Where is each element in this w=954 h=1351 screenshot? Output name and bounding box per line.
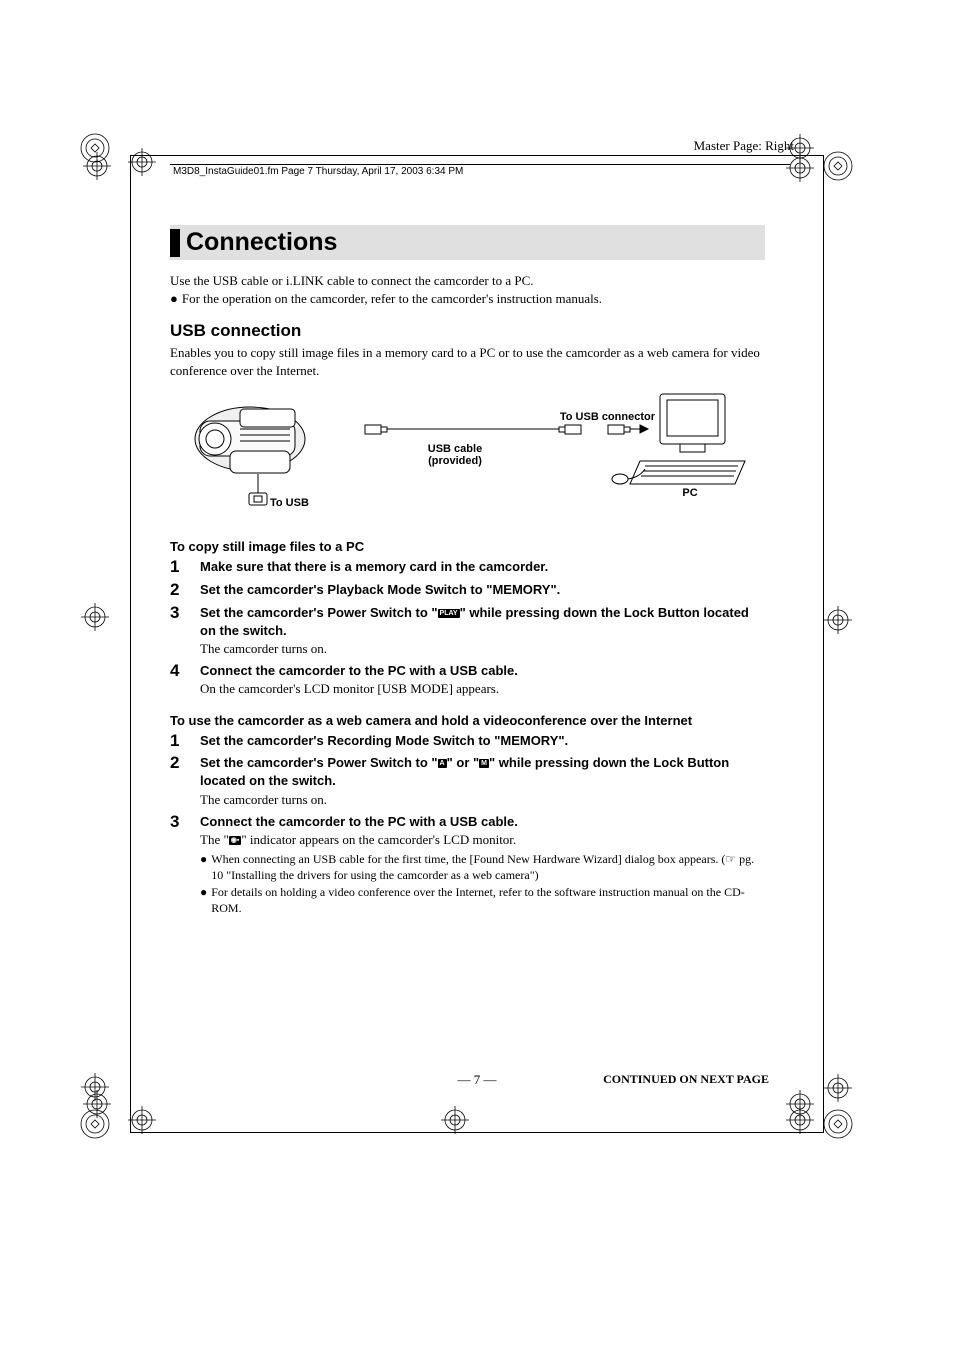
step-text: Connect the camcorder to the PC with a U…	[200, 814, 518, 829]
step-note: The camcorder turns on.	[200, 791, 765, 809]
registration-mark	[78, 600, 112, 634]
master-page-label: Master Page: Right	[694, 138, 794, 154]
proc-a-title: To copy still image files to a PC	[170, 539, 765, 554]
usb-heading: USB connection	[170, 321, 765, 341]
step-text: Set the camcorder's Power Switch to "PLA…	[200, 605, 749, 638]
intro-line: Use the USB cable or i.LINK cable to con…	[170, 272, 765, 290]
usb-description: Enables you to copy still image files in…	[170, 344, 765, 379]
section-title: Connections	[186, 228, 337, 257]
connection-diagram: To USB USB cable (provided) To USB conne…	[170, 389, 765, 529]
registration-mark	[125, 1103, 159, 1137]
proc-b-steps: 1 Set the camcorder's Recording Mode Swi…	[170, 732, 765, 916]
step-number: 3	[170, 813, 188, 916]
label-usb-cable: USB cable	[415, 443, 495, 455]
page-number: — 7 —	[0, 1072, 954, 1088]
step-note: The "◉▪" indicator appears on the camcor…	[200, 831, 765, 849]
m-icon: M	[479, 759, 489, 768]
bullet-row: ●When connecting an USB cable for the fi…	[200, 851, 765, 883]
proc-a-steps: 1 Make sure that there is a memory card …	[170, 558, 765, 698]
registration-mark	[821, 149, 855, 183]
page-content: Connections Use the USB cable or i.LINK …	[170, 225, 765, 930]
registration-mark	[821, 603, 855, 637]
bullet-row: ●For details on holding a video conferen…	[200, 884, 765, 916]
bullet-dot: ●	[200, 884, 207, 916]
camera-indicator-icon: ◉▪	[229, 836, 242, 845]
step-text: Connect the camcorder to the PC with a U…	[200, 663, 518, 678]
step-note: The camcorder turns on.	[200, 640, 765, 658]
registration-mark	[125, 145, 159, 179]
header-rule	[170, 164, 790, 165]
step-bullets: ●When connecting an USB cable for the fi…	[200, 851, 765, 916]
registration-mark	[783, 1087, 817, 1121]
label-to-usb: To USB	[270, 497, 309, 509]
intro-bullet: ● For the operation on the camcorder, re…	[170, 290, 765, 308]
step-number: 4	[170, 662, 188, 698]
step-text: Set the camcorder's Power Switch to "A" …	[200, 755, 729, 788]
label-pc: PC	[670, 487, 710, 499]
step-row: 2 Set the camcorder's Power Switch to "A…	[170, 754, 765, 809]
section-marker	[170, 229, 180, 257]
step-number: 3	[170, 604, 188, 659]
registration-mark	[821, 1107, 855, 1141]
bullet-text: When connecting an USB cable for the fir…	[211, 851, 765, 883]
bullet-dot: ●	[200, 851, 207, 883]
a-icon: A	[438, 759, 447, 768]
step-note: On the camcorder's LCD monitor [USB MODE…	[200, 680, 765, 698]
play-icon: PLAY	[438, 609, 460, 618]
step-number: 1	[170, 732, 188, 751]
continued-label: CONTINUED ON NEXT PAGE	[603, 1072, 769, 1087]
step-number: 2	[170, 581, 188, 600]
step-text: Set the camcorder's Recording Mode Switc…	[200, 733, 568, 748]
step-row: 2 Set the camcorder's Playback Mode Swit…	[170, 581, 765, 600]
step-row: 3 Set the camcorder's Power Switch to "P…	[170, 604, 765, 659]
registration-mark	[438, 1103, 472, 1137]
registration-mark	[821, 1071, 855, 1105]
label-to-usb-connector: To USB connector	[545, 411, 655, 423]
document-meta: M3D8_InstaGuide01.fm Page 7 Thursday, Ap…	[173, 166, 463, 177]
step-row: 3 Connect the camcorder to the PC with a…	[170, 813, 765, 916]
proc-b-title: To use the camcorder as a web camera and…	[170, 713, 765, 728]
step-row: 4 Connect the camcorder to the PC with a…	[170, 662, 765, 698]
intro-bullet-text: For the operation on the camcorder, refe…	[182, 290, 602, 308]
step-text: Make sure that there is a memory card in…	[200, 559, 548, 574]
bullet-dot: ●	[170, 290, 178, 308]
registration-mark	[783, 151, 817, 185]
step-number: 1	[170, 558, 188, 577]
section-title-bar: Connections	[170, 225, 765, 260]
label-provided: (provided)	[415, 455, 495, 467]
registration-mark	[80, 1087, 114, 1121]
step-text: Set the camcorder's Playback Mode Switch…	[200, 582, 560, 597]
bullet-text: For details on holding a video conferenc…	[211, 884, 765, 916]
registration-mark	[80, 149, 114, 183]
step-row: 1 Set the camcorder's Recording Mode Swi…	[170, 732, 765, 751]
step-row: 1 Make sure that there is a memory card …	[170, 558, 765, 577]
step-number: 2	[170, 754, 188, 809]
intro-block: Use the USB cable or i.LINK cable to con…	[170, 272, 765, 307]
